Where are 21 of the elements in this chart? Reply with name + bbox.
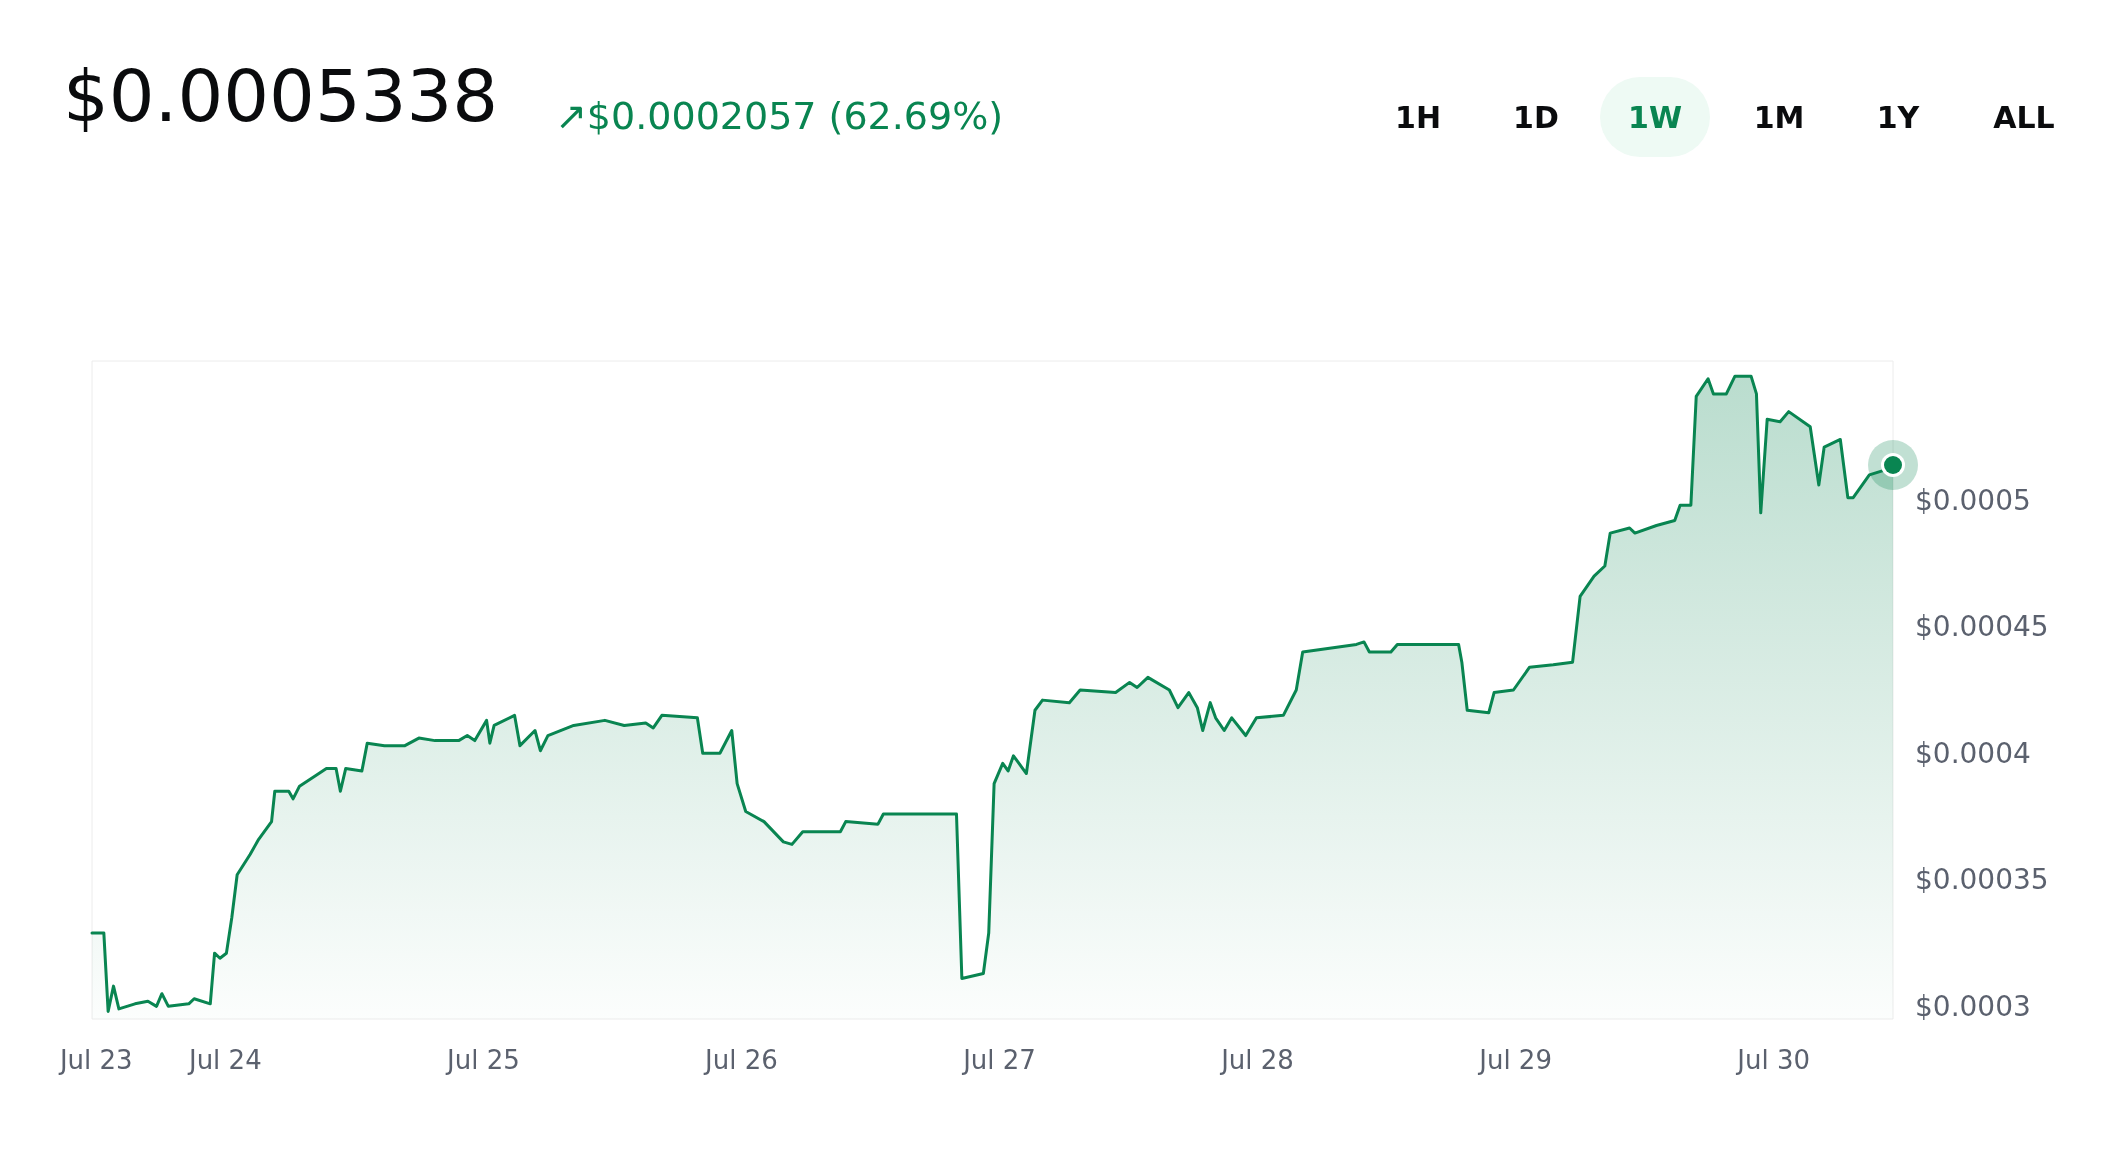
x-tick-label: Jul 25 <box>445 1045 520 1075</box>
x-tick-label: Jul 27 <box>961 1045 1036 1075</box>
chart-title: $0.0005338 <box>63 54 499 138</box>
x-tick-label: Jul 28 <box>1219 1045 1294 1075</box>
text: 1M <box>1753 99 1805 135</box>
chart-subtitle: ↗$0.0002057 (62.69%) <box>555 94 1004 138</box>
x-tick-label: Jul 24 <box>186 1045 262 1075</box>
text: 1D <box>1513 99 1559 135</box>
y-tick-label: $0.00045 <box>1915 610 2049 644</box>
y-tick-label: $0.0004 <box>1915 736 2031 770</box>
x-tick-label: Jul 29 <box>1477 1045 1552 1075</box>
text: 1Y <box>1876 99 1921 135</box>
x-tick-label: Jul 30 <box>1735 1045 1811 1075</box>
y-tick-label: $0.0005 <box>1915 483 2031 517</box>
x-tick-label: Jul 26 <box>703 1045 778 1075</box>
text: 1W <box>1628 99 1682 135</box>
y-tick-label: $0.00035 <box>1915 863 2049 897</box>
y-tick-label: $0.0003 <box>1915 989 2031 1023</box>
x-tick-label: Jul 23 <box>57 1045 133 1075</box>
text: 1H <box>1395 99 1441 135</box>
text: ALL <box>1993 99 2055 135</box>
